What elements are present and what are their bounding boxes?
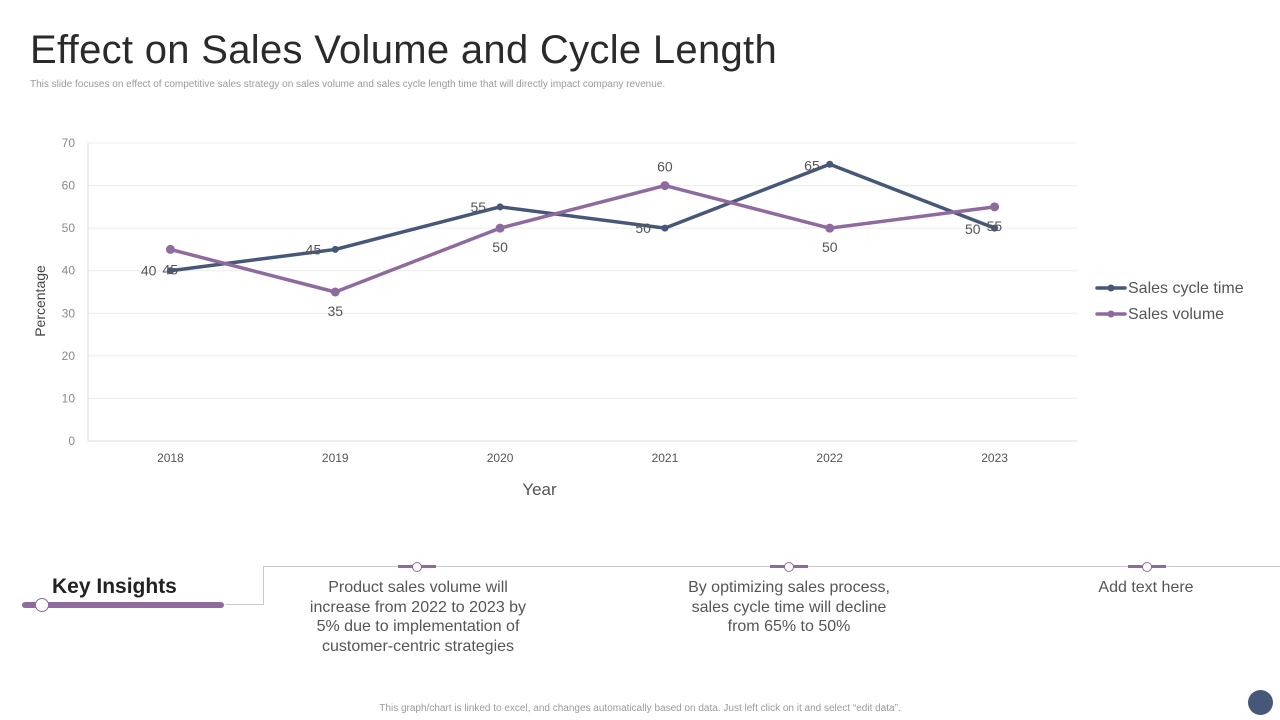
x-tick-label: 2022 (816, 451, 843, 465)
insight-marker-3 (1128, 562, 1166, 572)
y-axis-title: Percentage (32, 265, 48, 337)
x-tick-label: 2018 (157, 451, 184, 465)
key-insights-knob (35, 598, 49, 612)
insights-divider-horizontal (225, 604, 263, 605)
legend-label: Sales cycle time (1128, 280, 1244, 297)
data-label: 55 (987, 218, 1003, 234)
x-axis-title: Year (522, 480, 557, 499)
data-label: 60 (657, 159, 673, 175)
key-insights-underline (22, 602, 224, 608)
corner-decoration (1248, 690, 1273, 715)
data-point (825, 223, 835, 233)
insight-text-1[interactable]: Product sales volume will increase from … (309, 579, 527, 655)
x-tick-label: 2019 (322, 451, 349, 465)
data-label: 55 (471, 199, 487, 215)
data-label: 65 (804, 157, 820, 173)
line-chart[interactable]: 0 10 20 30 40 50 60 70 2018 2019 2020 2021 2022 2023 Y… (0, 110, 1280, 510)
data-point (660, 181, 670, 191)
page-subtitle: This slide focuses on effect of competit… (30, 79, 666, 90)
data-label: 35 (327, 303, 343, 319)
data-point (496, 203, 504, 211)
data-label: 50 (492, 239, 508, 255)
insight-marker-1 (398, 562, 436, 572)
data-label: 50 (822, 239, 838, 255)
series-line-1 (168, 162, 997, 273)
insight-marker-2 (770, 562, 808, 572)
data-label: 45 (162, 261, 178, 277)
data-label: 45 (306, 241, 322, 257)
legend-label: Sales volume (1128, 306, 1224, 323)
legend-swatch-marker (1107, 284, 1115, 292)
data-point (331, 245, 339, 253)
data-label: 50 (635, 220, 651, 236)
y-tick-label: 30 (62, 306, 76, 320)
key-insights-title: Key Insights (52, 575, 177, 598)
insight-text-3[interactable]: Add text here (1098, 579, 1194, 596)
data-point (330, 287, 340, 297)
data-point (495, 223, 505, 233)
data-point (826, 160, 834, 168)
y-tick-label: 40 (62, 264, 76, 278)
y-tick-label: 60 (62, 179, 76, 193)
data-point (991, 224, 999, 232)
data-label: 40 (141, 263, 157, 279)
data-label: 50 (965, 221, 981, 237)
x-tick-label: 2020 (487, 451, 514, 465)
y-tick-label: 20 (62, 349, 76, 363)
y-tick-label: 50 (62, 221, 76, 235)
insight-text-2[interactable]: By optimizing sales process, sales cycle… (688, 579, 890, 635)
y-tick-label: 0 (68, 434, 75, 448)
x-tick-label: 2021 (652, 451, 679, 465)
legend-swatch-marker (1107, 310, 1115, 318)
data-point (661, 224, 669, 232)
data-point (990, 202, 1000, 212)
data-point (165, 244, 175, 254)
y-tick-label: 70 (62, 136, 76, 150)
data-point (166, 267, 174, 275)
y-tick-label: 10 (62, 391, 76, 405)
series-line-2 (168, 183, 997, 294)
x-tick-label: 2023 (981, 451, 1008, 465)
page-title: Effect on Sales Volume and Cycle Length (30, 28, 777, 72)
footer-note: This graph/chart is linked to excel, and… (379, 703, 901, 714)
insights-divider-vertical (263, 566, 264, 605)
